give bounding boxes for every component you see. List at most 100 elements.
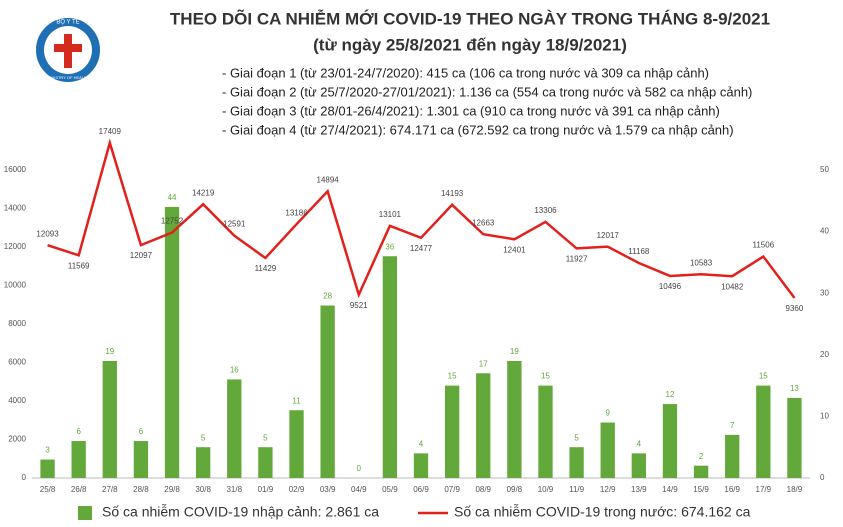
bar bbox=[507, 360, 522, 478]
x-tick-label: 13/9 bbox=[631, 485, 647, 494]
x-tick-label: 06/9 bbox=[413, 485, 429, 494]
bar-value-label: 6 bbox=[76, 427, 81, 436]
y-tick-label: 12000 bbox=[4, 242, 27, 251]
bar-value-label: 4 bbox=[419, 439, 424, 448]
bar bbox=[227, 379, 242, 478]
bar-value-label: 12 bbox=[666, 390, 675, 399]
bar bbox=[413, 453, 429, 478]
line bbox=[47, 138, 796, 299]
x-tick-label: 03/9 bbox=[320, 485, 336, 494]
x-tick-label: 31/8 bbox=[226, 485, 242, 494]
bar-value-label: 5 bbox=[201, 433, 206, 442]
bar bbox=[662, 404, 678, 478]
bar-value-label: 2 bbox=[699, 452, 704, 461]
line-value-label: 12401 bbox=[503, 245, 526, 254]
y2-tick-label: 0 bbox=[820, 473, 825, 482]
line-value-label: 12752 bbox=[161, 217, 184, 226]
line-value-label: 11429 bbox=[255, 264, 277, 273]
bar bbox=[164, 206, 180, 478]
y-tick-label: 2000 bbox=[8, 435, 26, 444]
line-value-label: 10496 bbox=[659, 282, 682, 291]
bar bbox=[382, 256, 398, 478]
bar-value-label: 5 bbox=[263, 433, 268, 442]
chart-title: THEO DÕI CA NHIỄM MỚI COVID-19 THEO NGÀY… bbox=[170, 8, 770, 28]
x-tick-label: 10/9 bbox=[538, 485, 554, 494]
legend-label: Số ca nhiễm COVID-19 nhập cảnh: 2.861 ca bbox=[102, 504, 379, 520]
x-tick-label: 28/8 bbox=[133, 485, 149, 494]
bar bbox=[40, 459, 55, 478]
bar bbox=[787, 397, 802, 478]
x-tick-label: 17/9 bbox=[756, 485, 772, 494]
line-value-label: 11927 bbox=[566, 255, 588, 264]
bar bbox=[600, 422, 615, 478]
line-value-label: 10482 bbox=[721, 282, 744, 291]
bar-value-label: 13 bbox=[790, 384, 799, 393]
legend-swatch bbox=[78, 506, 92, 520]
bar-value-label: 44 bbox=[168, 193, 177, 202]
x-tick-label: 04/9 bbox=[351, 485, 367, 494]
bar bbox=[538, 385, 553, 478]
bar bbox=[444, 385, 460, 478]
note: - Giai đoạn 3 (từ 28/01-26/4/2021): 1.30… bbox=[222, 103, 720, 118]
bar bbox=[693, 465, 709, 478]
line-value-label: 14894 bbox=[317, 175, 340, 184]
note: - Giai đoạn 4 (từ 27/4/2021): 674.171 ca… bbox=[222, 122, 734, 137]
y-tick-label: 0 bbox=[22, 473, 27, 482]
x-tick-label: 12/9 bbox=[600, 485, 616, 494]
bar-value-label: 4 bbox=[637, 439, 642, 448]
line-value-label: 9521 bbox=[350, 301, 368, 310]
logo-cross bbox=[54, 34, 82, 68]
bar bbox=[196, 447, 211, 478]
x-tick-label: 14/9 bbox=[662, 485, 678, 494]
x-tick-label: 07/9 bbox=[444, 485, 460, 494]
line-value-label: 11569 bbox=[68, 261, 90, 270]
y2-tick-label: 30 bbox=[820, 288, 829, 297]
logo-subtext: MINISTRY OF HEALTH bbox=[47, 75, 89, 80]
bar bbox=[725, 434, 740, 478]
bar-value-label: 19 bbox=[510, 347, 519, 356]
x-tick-label: 09/8 bbox=[507, 485, 523, 494]
bar-value-label: 15 bbox=[759, 372, 768, 381]
bar bbox=[289, 410, 304, 478]
x-tick-label: 11/9 bbox=[569, 485, 585, 494]
y-tick-label: 6000 bbox=[8, 358, 26, 367]
line-value-label: 17409 bbox=[99, 127, 122, 136]
bar-value-label: 5 bbox=[574, 433, 579, 442]
y2-tick-label: 20 bbox=[820, 350, 829, 359]
x-tick-label: 27/8 bbox=[102, 485, 118, 494]
bar-value-label: 11 bbox=[292, 396, 301, 405]
bar bbox=[133, 441, 149, 478]
x-tick-label: 16/9 bbox=[724, 485, 740, 494]
logo-text: BỘ Y TẾ bbox=[56, 19, 79, 26]
bar bbox=[71, 441, 86, 478]
line-value-label: 12093 bbox=[36, 229, 59, 238]
y-tick-label: 16000 bbox=[4, 165, 27, 174]
bar-value-label: 17 bbox=[479, 359, 488, 368]
note: - Giai đoạn 2 (từ 25/7/2020-27/01/2021):… bbox=[222, 84, 752, 99]
y2-tick-label: 50 bbox=[820, 165, 829, 174]
line-value-label: 11506 bbox=[752, 241, 774, 250]
bar-value-label: 15 bbox=[448, 372, 457, 381]
line-value-label: 14219 bbox=[192, 188, 215, 197]
line-value-label: 13101 bbox=[379, 210, 402, 219]
line-value-label: 13186 bbox=[285, 208, 308, 217]
bar bbox=[258, 447, 273, 478]
x-tick-label: 15/9 bbox=[693, 485, 709, 494]
bar bbox=[320, 305, 335, 478]
x-tick-label: 25/8 bbox=[40, 485, 56, 494]
y-tick-label: 14000 bbox=[4, 204, 27, 213]
bar bbox=[756, 385, 771, 478]
line-value-label: 10583 bbox=[690, 258, 713, 267]
bar-value-label: 7 bbox=[730, 421, 735, 430]
bar-value-label: 9 bbox=[605, 409, 610, 418]
logo: BỘ Y TẾ MINISTRY OF HEALTH bbox=[34, 16, 102, 84]
line-value-label: 11168 bbox=[628, 247, 650, 256]
line-value-label: 12663 bbox=[472, 218, 495, 227]
y-tick-label: 4000 bbox=[8, 396, 26, 405]
x-tick-label: 18/9 bbox=[787, 485, 803, 494]
bar-value-label: 15 bbox=[541, 372, 550, 381]
x-tick-label: 05/9 bbox=[382, 485, 398, 494]
bar-value-label: 6 bbox=[139, 427, 144, 436]
line-value-label: 12477 bbox=[410, 244, 433, 253]
